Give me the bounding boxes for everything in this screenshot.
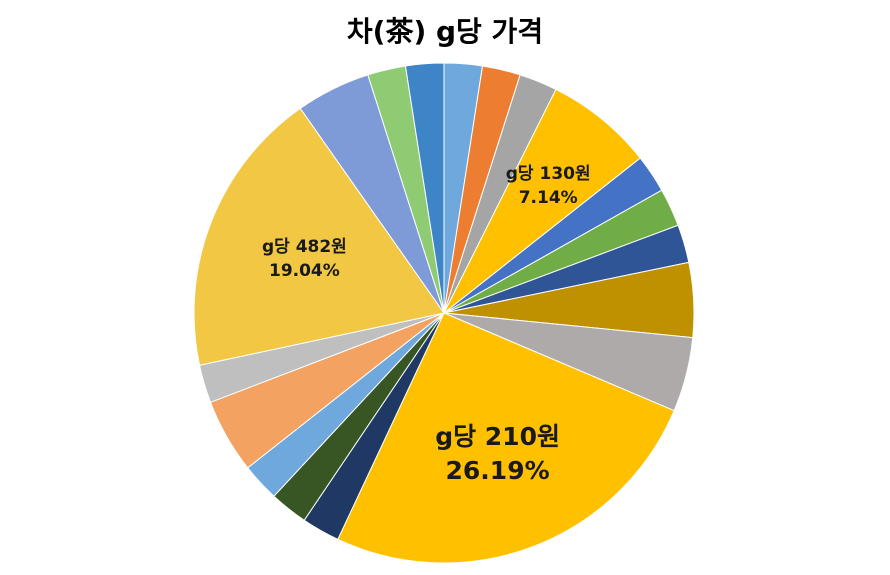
pie-data-labels: g당 130원 7.14% g당 210원 26.19% g당 482원 19.04% [262,164,591,485]
pie-slice [193,107,445,366]
slice-data-label-line: g당 130원 [506,164,591,184]
slice-data-label-line: g당 482원 [262,237,347,257]
slice-data-label: g당 210원 26.19% [435,422,560,485]
slice-data-label: g당 130원 7.14% [506,164,591,208]
slice-data-label: g당 482원 19.04% [262,237,347,281]
chart-title: 차(茶) g당 가격 [346,15,544,48]
slice-data-label-line: 7.14% [519,188,578,208]
slice-data-label-line: 19.04% [269,261,340,281]
pie-slice [404,62,445,314]
slice-data-label-line: 26.19% [446,456,550,485]
pie-slice [337,312,675,564]
pie-slices [193,62,695,564]
pie-slice [443,88,641,314]
slice-data-label-line: g당 210원 [435,422,560,451]
